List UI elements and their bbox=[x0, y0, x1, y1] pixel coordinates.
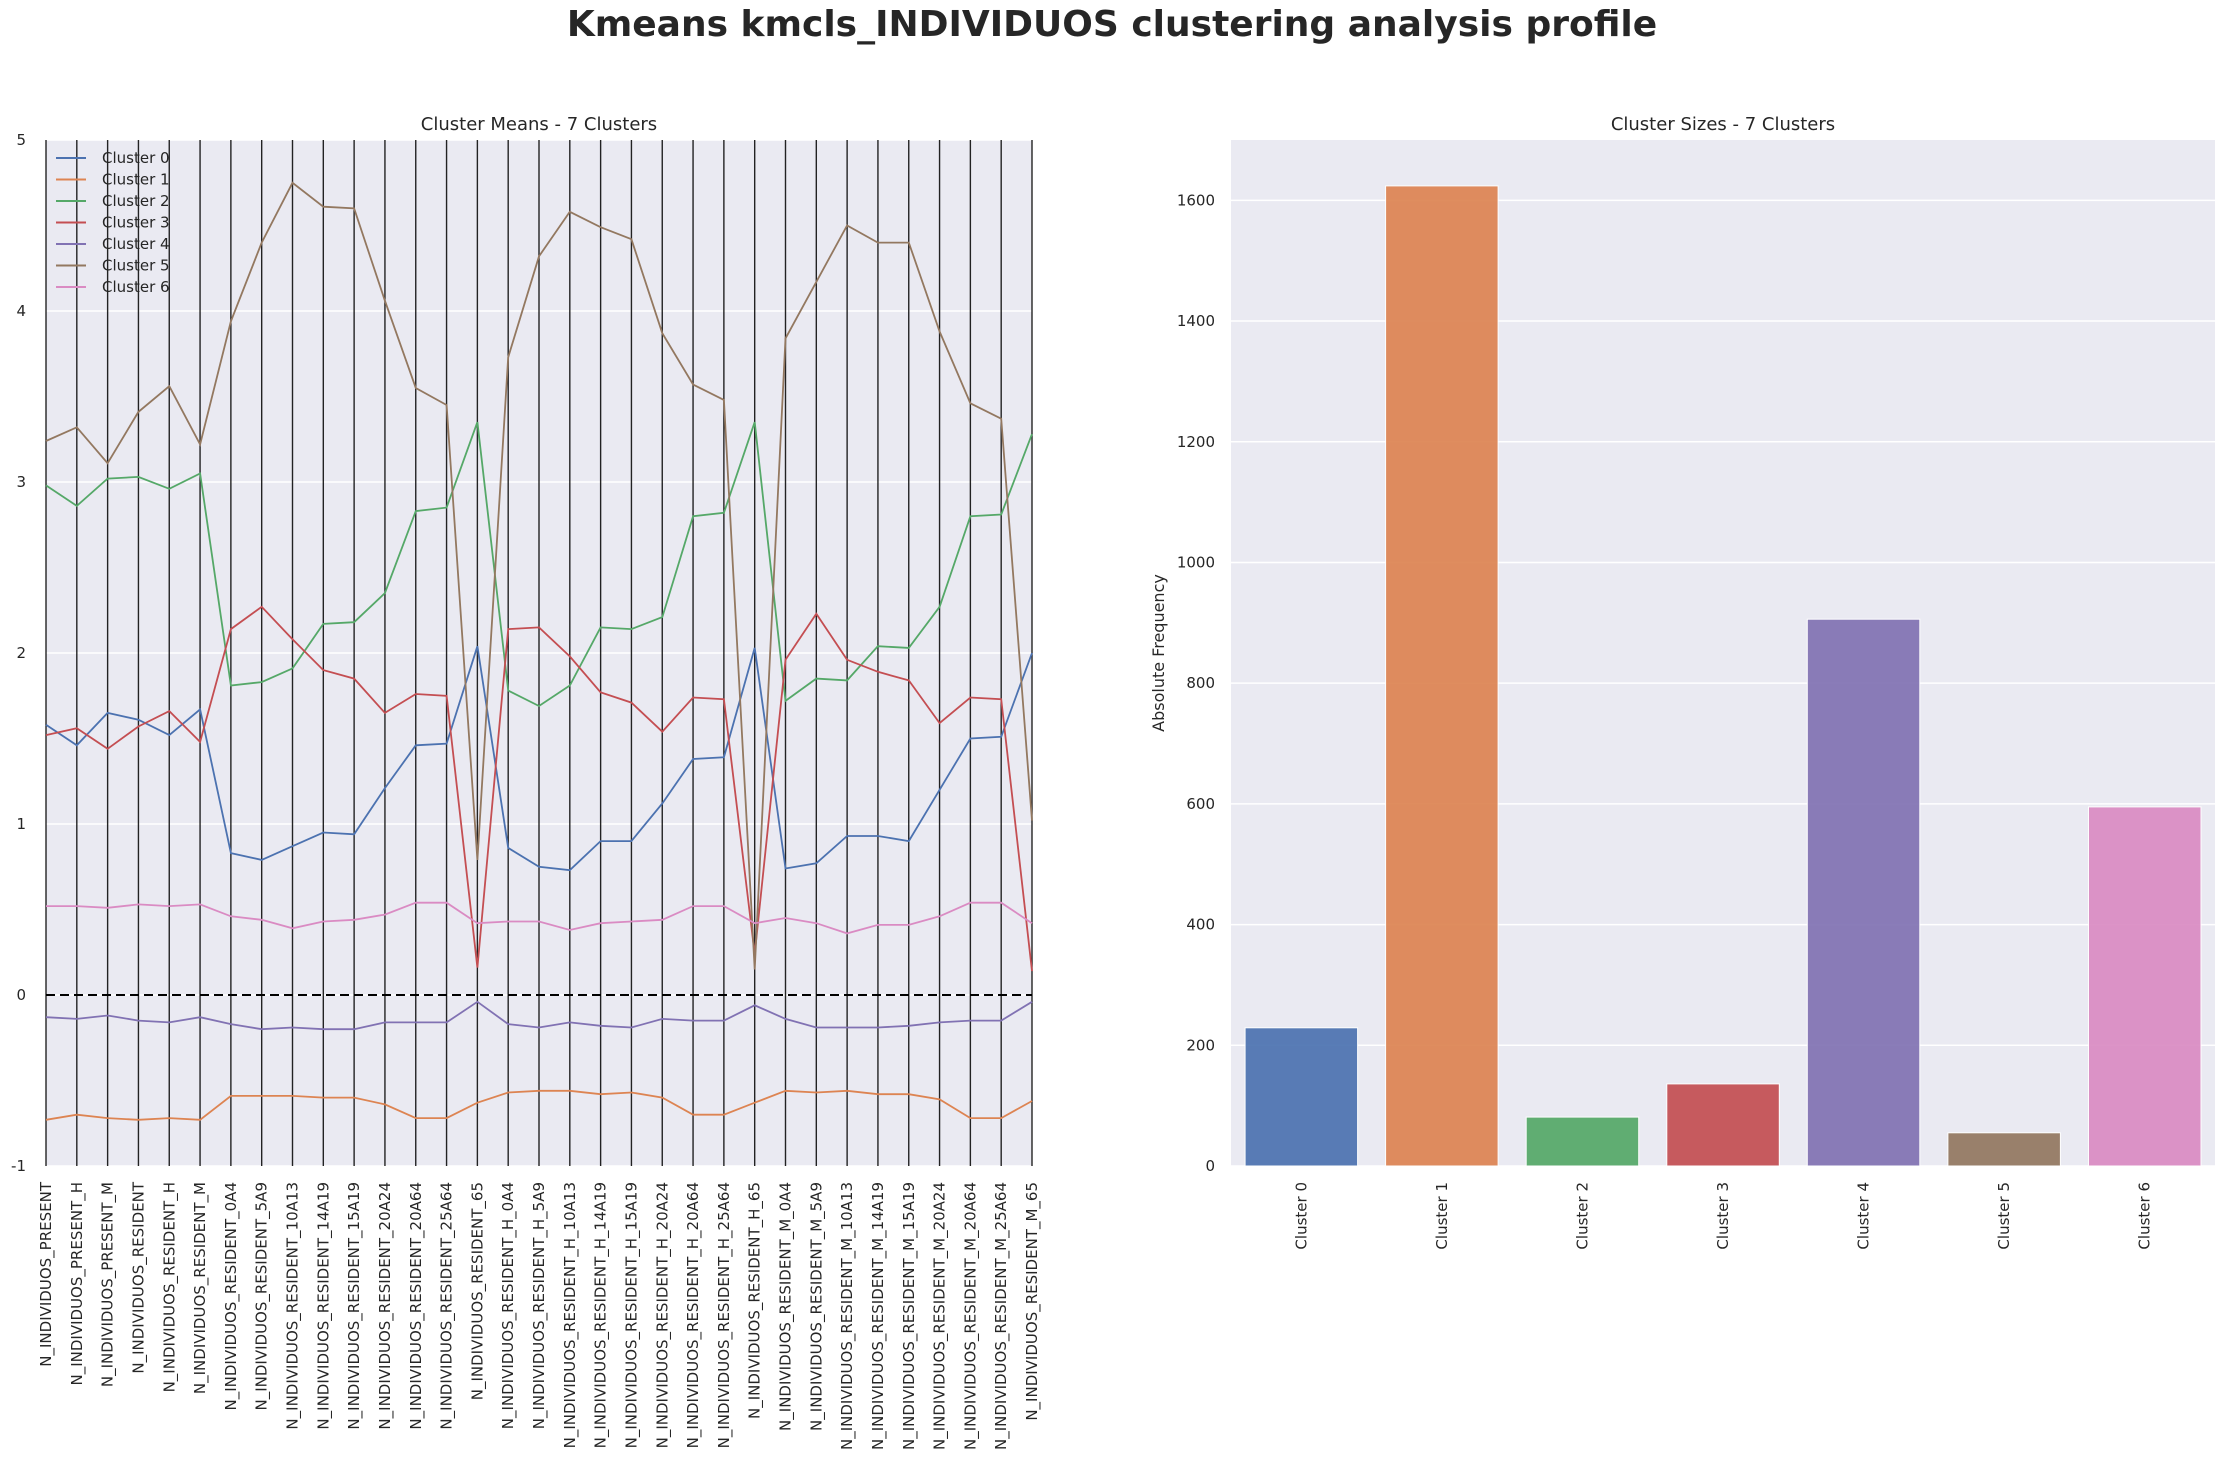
x-tick-label: N_INDIVIDUOS_RESIDENT_H_25A64 bbox=[715, 1182, 734, 1448]
legend-label: Cluster 3 bbox=[102, 214, 170, 232]
series-line-cluster-5 bbox=[45, 181, 1033, 970]
y-tick-label: 1200 bbox=[1177, 433, 1215, 451]
cluster-means-y-ticks: -1 0 1 2 3 4 5 bbox=[11, 131, 26, 1175]
bar-cluster-4 bbox=[1806, 618, 1921, 1167]
legend-label: Cluster 5 bbox=[102, 257, 170, 275]
cluster-means-x-ticks: N_INDIVIDUOS_PRESENT N_INDIVIDUOS_PRESENT… bbox=[37, 1181, 1042, 1450]
y-tick-label: 2 bbox=[16, 644, 26, 662]
y-tick-label: 4 bbox=[16, 302, 26, 320]
x-tick-label: N_INDIVIDUOS_RESIDENT_H_10A13 bbox=[561, 1182, 580, 1448]
legend-label: Cluster 1 bbox=[102, 171, 170, 189]
y-tick-label: 800 bbox=[1186, 674, 1215, 692]
cluster-means-series bbox=[45, 181, 1033, 1121]
cluster-means-title: Cluster Means - 7 Clusters bbox=[421, 114, 657, 135]
x-tick-label: Cluster 1 bbox=[1433, 1182, 1451, 1250]
x-tick-label: N_INDIVIDUOS_RESIDENT_25A64 bbox=[438, 1182, 457, 1430]
y-tick-label: 1400 bbox=[1177, 312, 1215, 330]
y-tick-label: 3 bbox=[16, 473, 26, 491]
x-tick-label: N_INDIVIDUOS_RESIDENT_M_14A19 bbox=[869, 1182, 888, 1450]
cluster-sizes-y-axis-label: Absolute Frequency bbox=[1149, 574, 1168, 732]
series-line-cluster-2 bbox=[45, 421, 1033, 708]
x-tick-label: N_INDIVIDUOS_RESIDENT_M_20A24 bbox=[931, 1182, 950, 1450]
series-line-cluster-0 bbox=[45, 645, 1033, 872]
y-tick-label: 600 bbox=[1186, 795, 1215, 813]
bar-cluster-1 bbox=[1385, 185, 1499, 1167]
bar-cluster-5 bbox=[1947, 1132, 2061, 1167]
legend-label: Cluster 6 bbox=[102, 278, 170, 296]
series-line-cluster-1 bbox=[45, 1089, 1033, 1121]
cluster-means-legend: Cluster 0 Cluster 1 Cluster 2 Cluster 3 Clus… bbox=[56, 149, 170, 296]
x-tick-label: N_INDIVIDUOS_RESIDENT_M_15A19 bbox=[900, 1182, 919, 1450]
x-tick-label: Cluster 0 bbox=[1292, 1182, 1310, 1250]
y-tick-label: 1600 bbox=[1177, 191, 1215, 209]
legend-label: Cluster 0 bbox=[102, 149, 170, 167]
x-tick-label: N_INDIVIDUOS_RESIDENT_M_10A13 bbox=[838, 1182, 857, 1450]
x-tick-label: N_INDIVIDUOS_RESIDENT_0A4 bbox=[222, 1182, 241, 1411]
x-tick-label: N_INDIVIDUOS_RESIDENT_5A9 bbox=[253, 1182, 272, 1411]
x-tick-label: N_INDIVIDUOS_RESIDENT_10A13 bbox=[284, 1182, 303, 1430]
x-tick-label: N_INDIVIDUOS_RESIDENT_M bbox=[191, 1182, 210, 1394]
x-tick-label: N_INDIVIDUOS_RESIDENT bbox=[129, 1181, 148, 1373]
x-tick-label: N_INDIVIDUOS_RESIDENT_M_25A64 bbox=[992, 1182, 1011, 1450]
x-tick-label: N_INDIVIDUOS_RESIDENT_M_20A64 bbox=[961, 1182, 980, 1450]
y-tick-label: 1 bbox=[16, 815, 26, 833]
x-tick-label: Cluster 3 bbox=[1714, 1182, 1732, 1250]
x-tick-label: Cluster 4 bbox=[1855, 1182, 1873, 1250]
bar-cluster-2 bbox=[1525, 1116, 1640, 1167]
series-line-cluster-3 bbox=[45, 605, 1033, 972]
cluster-sizes-title: Cluster Sizes - 7 Clusters bbox=[1611, 114, 1835, 135]
x-tick-label: N_INDIVIDUOS_PRESENT_H bbox=[68, 1182, 87, 1386]
cluster-sizes-x-ticks: Cluster 0 Cluster 1 Cluster 2 Cluster 3 Clus… bbox=[1292, 1182, 2153, 1250]
y-tick-label: 200 bbox=[1186, 1036, 1215, 1054]
cluster-sizes-plot-area bbox=[1231, 140, 2215, 1166]
y-tick-label: 0 bbox=[1205, 1157, 1215, 1175]
x-tick-label: N_INDIVIDUOS_RESIDENT_H_20A24 bbox=[653, 1182, 672, 1448]
series-line-cluster-6 bbox=[46, 901, 1033, 935]
bar-cluster-0 bbox=[1244, 1027, 1359, 1167]
x-tick-label: Cluster 5 bbox=[1995, 1182, 2013, 1250]
y-tick-label: -1 bbox=[11, 1157, 26, 1175]
y-tick-label: 1000 bbox=[1177, 553, 1215, 571]
x-tick-label: Cluster 2 bbox=[1573, 1182, 1591, 1250]
x-tick-label: N_INDIVIDUOS_RESIDENT_H_20A64 bbox=[684, 1182, 703, 1448]
x-tick-label: N_INDIVIDUOS_PRESENT bbox=[37, 1181, 56, 1367]
x-tick-label: N_INDIVIDUOS_RESIDENT_20A24 bbox=[376, 1182, 395, 1430]
bar-cluster-6 bbox=[2088, 806, 2202, 1167]
x-tick-label: N_INDIVIDUOS_RESIDENT_M_0A4 bbox=[777, 1182, 796, 1431]
x-tick-label: N_INDIVIDUOS_RESIDENT_H bbox=[160, 1182, 179, 1392]
x-tick-label: N_INDIVIDUOS_RESIDENT_H_0A4 bbox=[499, 1182, 518, 1429]
x-tick-label: N_INDIVIDUOS_RESIDENT_65 bbox=[468, 1182, 487, 1400]
x-tick-label: N_INDIVIDUOS_RESIDENT_H_14A19 bbox=[592, 1182, 611, 1448]
bar-cluster-3 bbox=[1666, 1083, 1780, 1167]
x-tick-label: N_INDIVIDUOS_PRESENT_M bbox=[99, 1182, 118, 1387]
x-tick-label: N_INDIVIDUOS_RESIDENT_15A19 bbox=[345, 1182, 364, 1430]
x-tick-label: N_INDIVIDUOS_RESIDENT_H_15A19 bbox=[622, 1182, 641, 1448]
legend-label: Cluster 2 bbox=[102, 192, 170, 210]
x-tick-label: N_INDIVIDUOS_RESIDENT_H_65 bbox=[746, 1182, 765, 1419]
x-tick-label: N_INDIVIDUOS_RESIDENT_M_5A9 bbox=[807, 1182, 826, 1431]
cluster-sizes-y-ticks: 0 200 400 600 800 1000 1200 1400 1600 bbox=[1177, 191, 1215, 1175]
x-tick-label: N_INDIVIDUOS_RESIDENT_H_5A9 bbox=[530, 1182, 549, 1429]
legend-label: Cluster 4 bbox=[102, 235, 170, 253]
x-tick-label: N_INDIVIDUOS_RESIDENT_14A19 bbox=[314, 1182, 333, 1430]
x-tick-label: N_INDIVIDUOS_RESIDENT_M_65 bbox=[1023, 1182, 1042, 1421]
figure-suptitle: Kmeans kmcls_INDIVIDUOS clustering analy… bbox=[567, 4, 1657, 45]
y-tick-label: 400 bbox=[1186, 916, 1215, 934]
cluster-sizes-bars bbox=[1244, 185, 2202, 1167]
series-line-cluster-4 bbox=[45, 1000, 1033, 1031]
y-tick-label: 0 bbox=[16, 986, 26, 1004]
x-tick-label: N_INDIVIDUOS_RESIDENT_20A64 bbox=[407, 1182, 426, 1430]
x-tick-label: Cluster 6 bbox=[2136, 1182, 2154, 1250]
y-tick-label: 5 bbox=[16, 131, 26, 149]
